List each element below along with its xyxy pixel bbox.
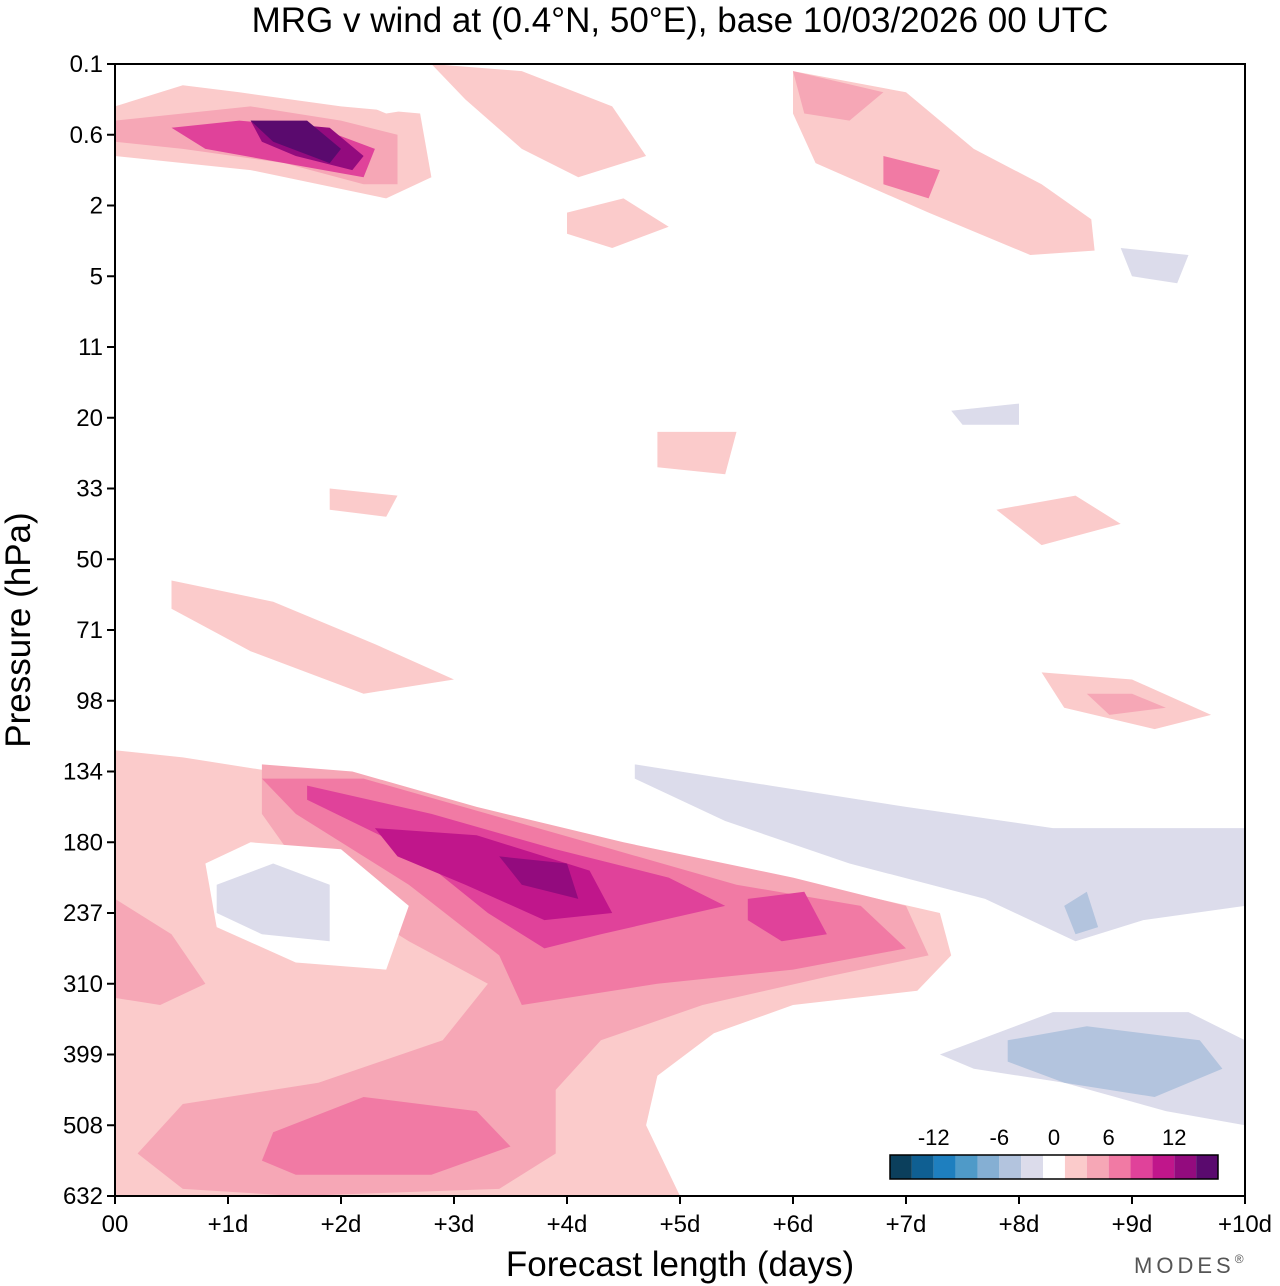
colorbar-swatch (1064, 1155, 1087, 1179)
y-axis-label: Pressure (hPa) (0, 512, 38, 747)
colorbar-swatch (933, 1155, 956, 1179)
colorbar-swatch (999, 1155, 1022, 1179)
x-tick-label: +8d (999, 1211, 1040, 1238)
colorbar-label: -12 (918, 1125, 950, 1150)
y-tick-label: 2 (90, 193, 103, 220)
y-tick-label: 5 (90, 263, 103, 290)
chart-title: MRG v wind at (0.4°N, 50°E), base 10/03/… (252, 1, 1109, 40)
contour-neg-strat-3b (1120, 248, 1189, 284)
contour-neg-mid-4 (634, 764, 1245, 942)
y-tick-label: 310 (63, 971, 103, 998)
colorbar-swatch (1086, 1155, 1109, 1179)
x-tick-label: +10d (1218, 1211, 1272, 1238)
colorbar-label: 6 (1103, 1125, 1115, 1150)
contour-pos-upper-14 (250, 120, 341, 164)
plot-area (114, 63, 1246, 1197)
contour-pos-mid-strat-2 (329, 488, 398, 517)
contour-fill-group (115, 64, 1245, 1196)
y-tick-label: 237 (63, 900, 103, 927)
x-tick-label: +1d (208, 1211, 249, 1238)
colorbar: -12 -6 0 6 12 (889, 1125, 1219, 1180)
colorbar-swatch (1043, 1155, 1065, 1179)
contour-pos-strat-band2-6 (883, 156, 940, 199)
colorbar-swatch (890, 1155, 912, 1179)
brand-registered-mark: ® (1235, 1252, 1248, 1266)
contour-neg-low-strat-2 (906, 700, 1031, 737)
colorbar-swatch (1196, 1155, 1218, 1179)
y-tick-label: 20 (76, 405, 103, 432)
y-tick-label: 0.1 (70, 51, 103, 78)
contour-neg-left-4 (216, 863, 330, 942)
contour-neg-small-lower (680, 1097, 760, 1168)
colorbar-swatch (977, 1155, 1000, 1179)
y-axis: 0.1 0.6 2 5 11 20 33 50 71 98 134 180 237 310 399 508 63… (63, 51, 115, 1210)
colorbar-swatch (955, 1155, 978, 1179)
contour-pos-strat-small (567, 198, 669, 248)
contour-neg-strat-2 (476, 170, 556, 206)
contour-neg-mid-6b (1007, 1026, 1223, 1097)
contour-pos-lower-12 (499, 856, 579, 899)
x-tick-label: +3d (434, 1211, 475, 1238)
contour-neg-mid-strat-4 (815, 488, 952, 546)
x-tick-label: +5d (660, 1211, 701, 1238)
y-tick-label: 98 (76, 688, 103, 715)
colorbar-label: 0 (1048, 1125, 1060, 1150)
y-tick-label: 71 (76, 617, 103, 644)
colorbar-swatch (1108, 1155, 1131, 1179)
contour-pos-lower-4b (115, 898, 206, 1005)
contour-pos-lower-10 (374, 828, 613, 921)
contour-pos-mid-strat-1 (657, 431, 737, 475)
contour-pos-mid-strat-3 (996, 495, 1121, 546)
y-tick-label: 399 (63, 1042, 103, 1069)
y-tick-label: 33 (76, 476, 103, 503)
y-tick-label: 134 (63, 759, 103, 786)
contour-neg-strat-1 (284, 64, 432, 114)
colorbar-swatch (1174, 1155, 1197, 1179)
colorbar-swatch (1152, 1155, 1175, 1179)
contour-neg-low-strat-1 (1154, 665, 1245, 694)
contour-neg-mid-strat-3 (499, 481, 590, 538)
x-tick-label: +7d (886, 1211, 927, 1238)
contour-pos-low-strat-1 (171, 580, 454, 694)
colorbar-label: 12 (1162, 1125, 1186, 1150)
contour-pos-strat-band2-4 (793, 71, 884, 121)
contour-pos-low-strat-2b (1086, 693, 1166, 715)
contour-neg-mid-6 (1064, 891, 1099, 935)
x-axis-label: Forecast length (days) (506, 1245, 854, 1284)
contour-pos-strat-band (431, 64, 647, 178)
contour-neg-mid-strat-1 (634, 368, 816, 432)
contour-pos-lower-8b (747, 891, 827, 942)
y-tick-label: 50 (76, 546, 103, 573)
contour-neg-mid-strat-2b (951, 403, 1019, 425)
colorbar-frame (889, 1154, 1219, 1180)
y-tick-label: 632 (63, 1183, 103, 1210)
colorbar-swatch (1021, 1155, 1044, 1179)
contour-pos-strat-band2 (793, 71, 1132, 255)
x-axis: 00 +1d +2d +3d +4d +5d +6d +7d +8d +9d +10d (102, 1196, 1272, 1238)
y-tick-label: 11 (78, 334, 103, 361)
brand-text: MODES (1134, 1253, 1235, 1278)
y-tick-label: 0.6 (70, 122, 103, 149)
contour-pos-lower-6b (261, 1097, 511, 1175)
y-tick-label: 508 (63, 1112, 103, 1139)
colorbar-label: -6 (990, 1125, 1010, 1150)
colorbar-swatch (911, 1155, 934, 1179)
x-tick-label: +4d (547, 1211, 588, 1238)
x-tick-label: +6d (773, 1211, 814, 1238)
brand-mark: MODES® (1134, 1252, 1248, 1278)
colorbar-swatch (1130, 1155, 1153, 1179)
x-tick-label: +9d (1112, 1211, 1153, 1238)
y-tick-label: 180 (63, 829, 103, 856)
x-tick-label: 00 (102, 1211, 129, 1238)
x-tick-label: +2d (321, 1211, 362, 1238)
